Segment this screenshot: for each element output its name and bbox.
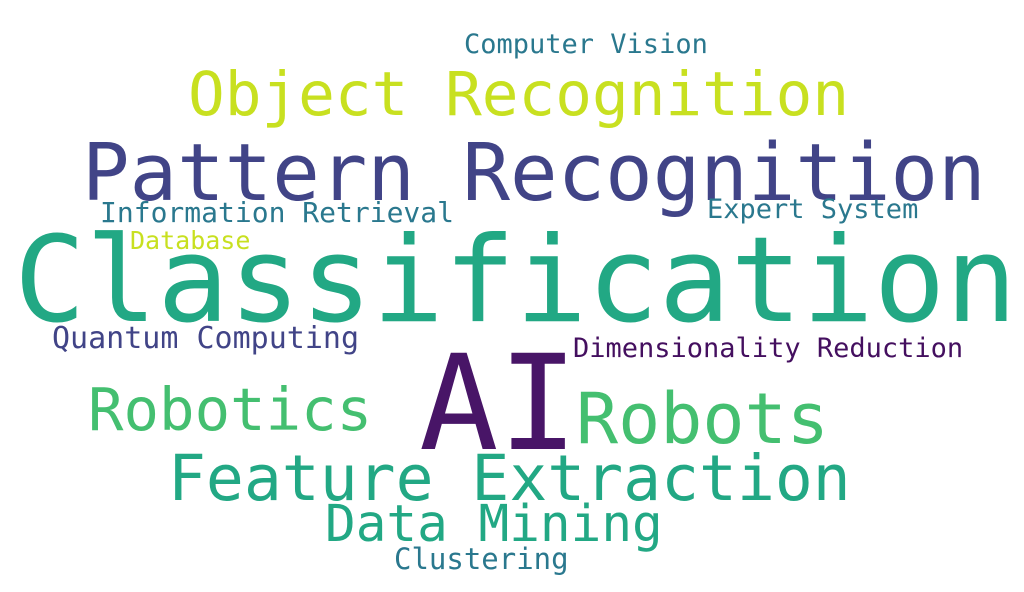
word-robotics: Robotics (88, 375, 373, 444)
word-robots: Robots (576, 378, 829, 460)
word-clustering: Clustering (394, 542, 569, 576)
word-feature-extraction: Feature Extraction (168, 442, 851, 515)
word-quantum-computing: Quantum Computing (52, 321, 360, 356)
word-data-mining: Data Mining (325, 495, 663, 554)
word-dimensionality-reduction: Dimensionality Reduction (573, 333, 964, 364)
word-pattern-recognition: Pattern Recognition (82, 127, 986, 219)
word-computer-vision: Computer Vision (464, 29, 708, 60)
word-information-retrieval: Information Retrieval (100, 196, 455, 229)
word-object-recognition: Object Recognition (188, 59, 850, 130)
word-classification: Classification (14, 212, 1018, 350)
word-expert-system: Expert System (707, 194, 919, 225)
word-database: Database (130, 226, 251, 255)
word-ai: AI (419, 327, 578, 481)
